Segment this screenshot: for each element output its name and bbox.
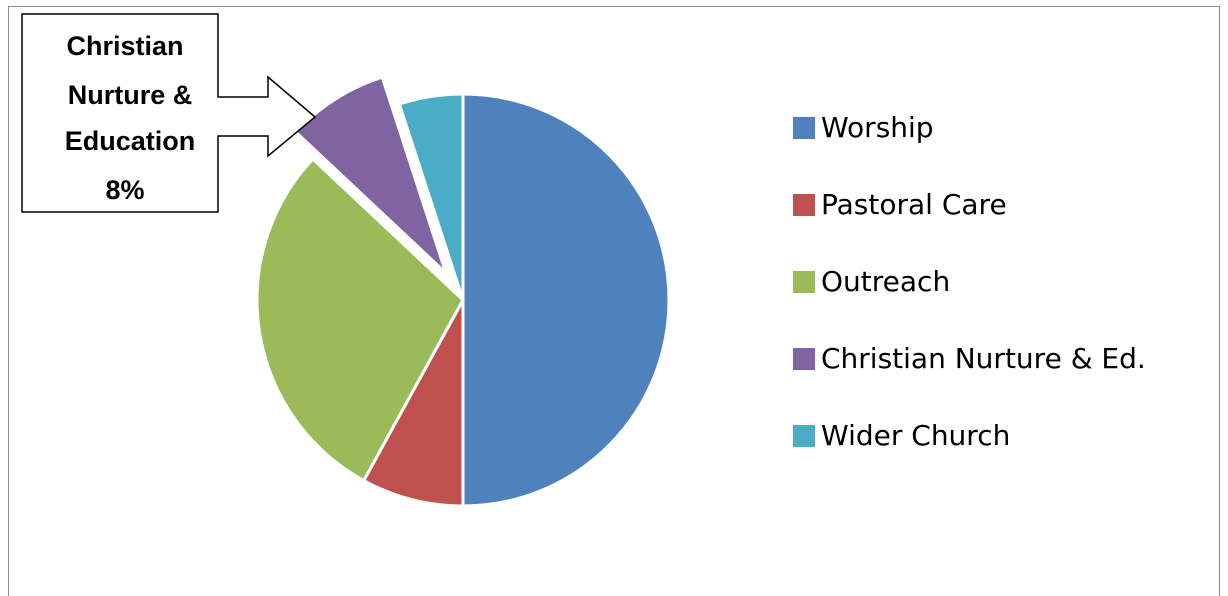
chart-frame [8,6,1220,596]
legend-label: Pastoral Care [821,188,1007,221]
legend-label: Worship [821,111,934,144]
pie-slice-worship [461,92,671,508]
callout: Christian Nurture & Education 8% [21,13,317,213]
callout-line-3: Education [65,126,196,156]
callout-box [21,13,317,213]
legend-swatch [793,116,815,139]
legend: Worship Pastoral Care Outreach Christian… [793,111,1146,497]
legend-swatch [793,270,815,293]
legend-label: Wider Church [821,419,1011,452]
callout-line-1: Christian [66,31,183,61]
legend-item-worship: Worship [793,111,1146,144]
legend-swatch [793,424,815,447]
callout-line-4: 8% [105,175,144,205]
pie-slice-wider-church [397,92,465,301]
pie-slices [255,75,671,508]
callout-line-2: Nurture & [68,80,193,110]
pie-slice-pastoral-care [361,299,465,508]
legend-label: Christian Nurture & Ed. [821,342,1146,375]
legend-item-christian-nurture: Christian Nurture & Ed. [793,342,1146,375]
legend-item-wider-church: Wider Church [793,419,1146,452]
legend-item-outreach: Outreach [793,265,1146,298]
legend-swatch [793,347,815,370]
legend-label: Outreach [821,265,951,298]
legend-item-pastoral-care: Pastoral Care [793,188,1146,221]
pie-slice-outreach [255,156,465,483]
legend-swatch [793,193,815,216]
